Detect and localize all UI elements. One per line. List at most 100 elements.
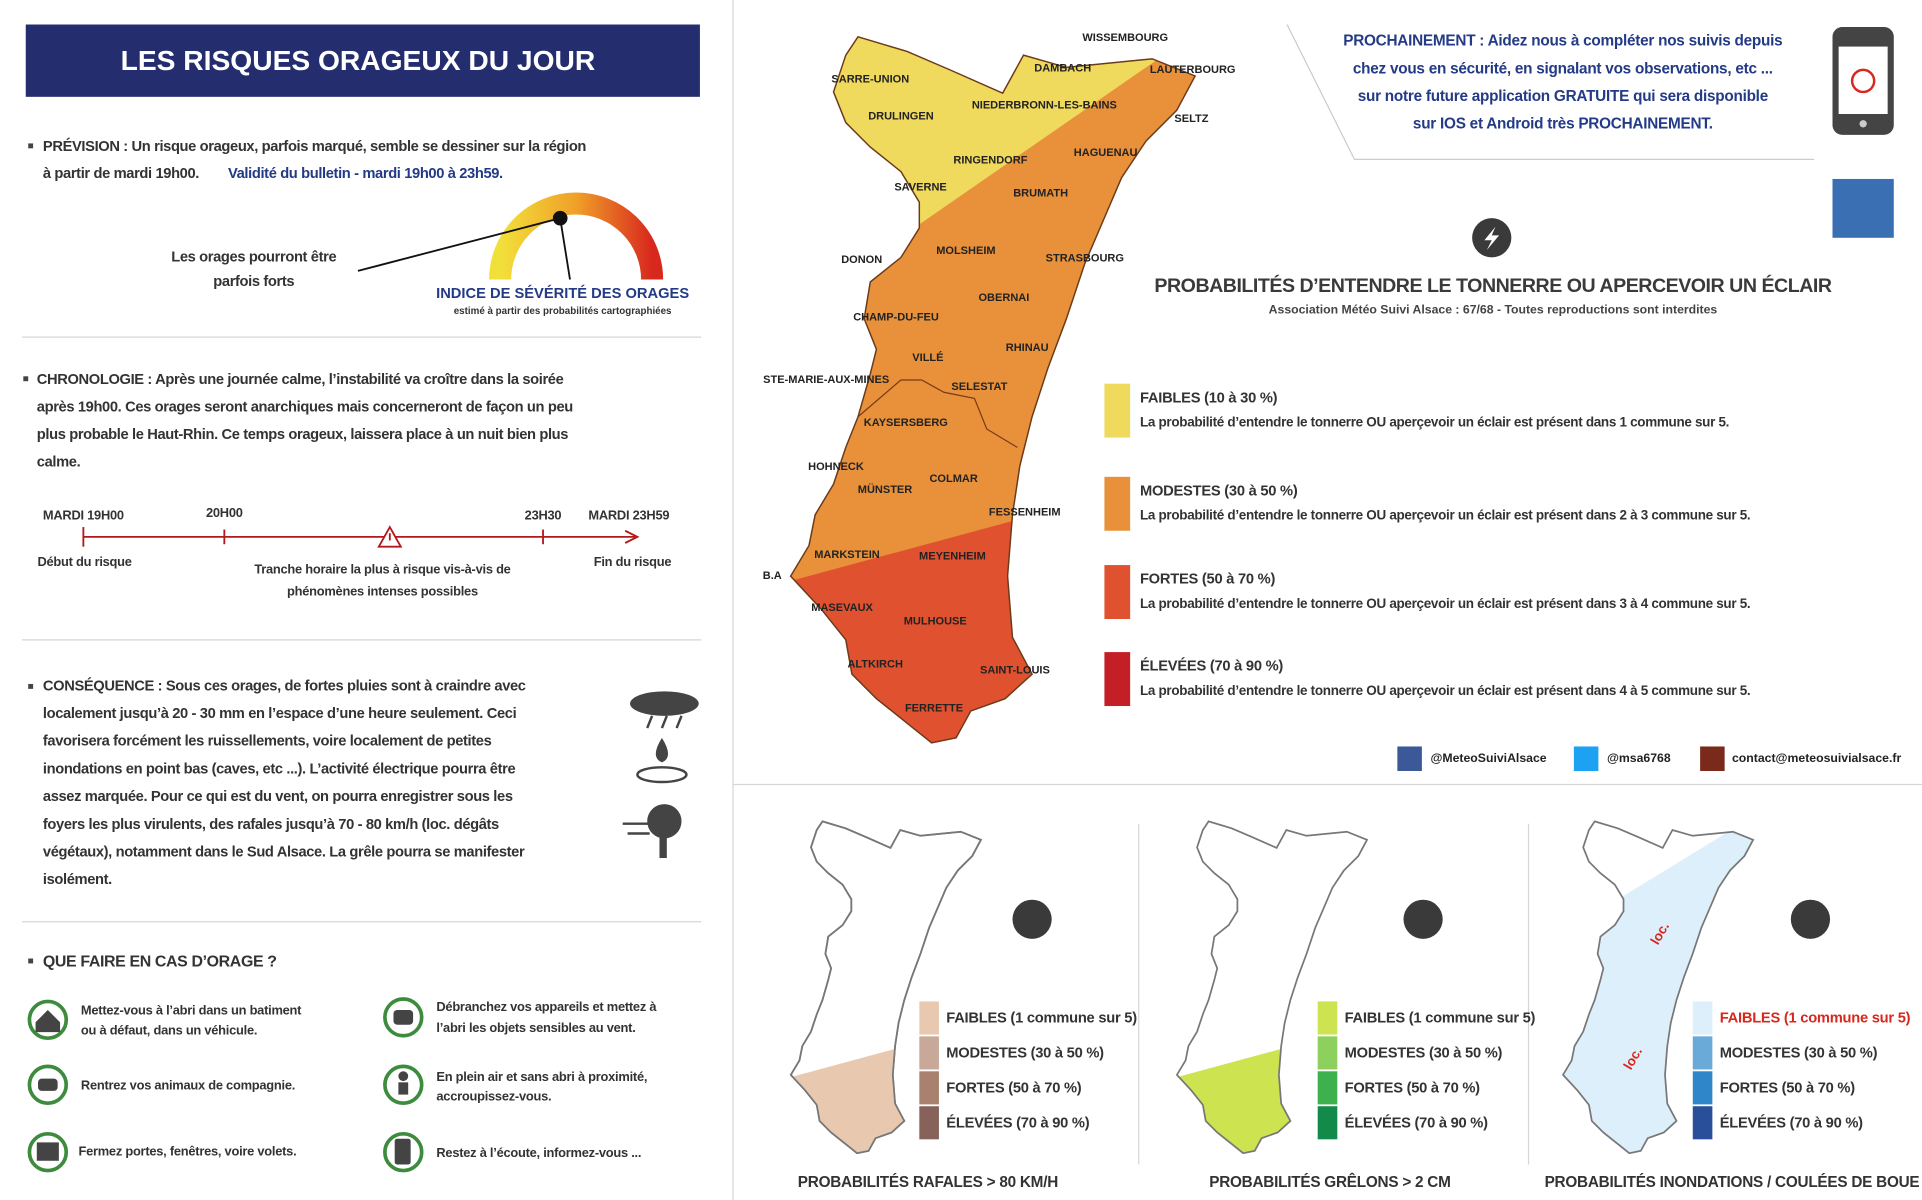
text-line: Fermez portes, fenêtres, voire volets. bbox=[78, 1144, 296, 1159]
text-line: Mettez-vous à l’abri dans un batiment bbox=[81, 1003, 302, 1018]
decoration bbox=[655, 737, 669, 763]
label: MULHOUSE bbox=[904, 615, 967, 627]
decoration bbox=[1700, 746, 1725, 771]
social-handle: contact@meteosuivialsace.fr bbox=[1732, 751, 1901, 765]
legend-label: MODESTES (30 à 50 %) bbox=[1345, 1045, 1503, 1061]
social: @MeteoSuiviAlsace @msa6768 contact@meteo… bbox=[1397, 746, 1901, 771]
advice: En plein air et sans abri à proximité, ac… bbox=[436, 1069, 647, 1104]
decoration bbox=[38, 1078, 58, 1091]
timeline-label: MARDI 23H59 bbox=[588, 507, 669, 522]
legend-label: FORTES (50 à 70 %) bbox=[1140, 572, 1276, 588]
legend-label: MODESTES (30 à 50 %) bbox=[946, 1045, 1104, 1061]
legend-swatch bbox=[1104, 565, 1131, 619]
decoration bbox=[357, 217, 561, 272]
legend-label: FAIBLES (1 commune sur 5) bbox=[946, 1010, 1137, 1026]
label: KAYSERSBERG bbox=[864, 417, 948, 429]
label: DONON bbox=[841, 254, 882, 266]
label: B.A bbox=[763, 570, 782, 582]
text-line: localement jusqu’à 20 - 30 mm en l’espac… bbox=[43, 706, 517, 722]
phone-icon bbox=[1832, 26, 1894, 135]
label: NIEDERBRONN-LES-BAINS bbox=[972, 99, 1117, 111]
text-line: Débranchez vos appareils et mettez à bbox=[436, 999, 657, 1014]
decoration bbox=[552, 210, 568, 226]
social-handle: @msa6768 bbox=[1607, 751, 1671, 765]
text-line: plus probable le Haut-Rhin. Ce temps ora… bbox=[37, 427, 568, 443]
text-line: sur notre future application GRATUITE qu… bbox=[1358, 88, 1768, 105]
text-line: Restez à l’écoute, informez-vous ... bbox=[436, 1145, 641, 1160]
decoration bbox=[559, 218, 571, 280]
decoration bbox=[921, 379, 1018, 448]
text-line: l’abri les objets sensibles au vent. bbox=[436, 1020, 635, 1035]
legend-description: La probabilité d’entendre le tonnerre OU… bbox=[1140, 596, 1750, 611]
decoration bbox=[636, 766, 688, 784]
timeline-label: 20H00 bbox=[206, 505, 243, 520]
label: WISSEMBOURG bbox=[1082, 32, 1168, 44]
advice: Restez à l’écoute, informez-vous ... bbox=[436, 1145, 641, 1160]
what-to-do-title: QUE FAIRE EN CAS D’ORAGE ? bbox=[43, 953, 277, 970]
label: FESSENHEIM bbox=[989, 506, 1061, 518]
decoration bbox=[646, 715, 683, 729]
announcement: PROCHAINEMENT : Aidez nous à compléter n… bbox=[1343, 33, 1782, 133]
label: VILLÉ bbox=[912, 351, 943, 364]
decoration bbox=[1838, 46, 1888, 114]
label: RINGENDORF bbox=[953, 154, 1027, 166]
what-to-do-glyphs bbox=[35, 1010, 414, 1165]
decoration bbox=[28, 958, 34, 964]
label: HAGUENAU bbox=[1074, 147, 1138, 159]
decoration bbox=[28, 143, 34, 149]
text-line: ou à défaut, dans un véhicule. bbox=[81, 1022, 257, 1037]
text-line: parfois forts bbox=[213, 274, 294, 290]
label: OBERNAI bbox=[979, 292, 1030, 304]
text-line: CHRONOLOGIE : Après une journée calme, l… bbox=[37, 372, 564, 388]
decoration bbox=[1859, 120, 1867, 128]
legend-label: FAIBLES (10 à 30 %) bbox=[1140, 390, 1278, 406]
label: MASEVAUX bbox=[811, 602, 873, 614]
timeline-label: MARDI 19H00 bbox=[43, 507, 124, 522]
legend-swatch bbox=[1317, 1036, 1338, 1070]
legend-swatch bbox=[1692, 1036, 1713, 1070]
prevision: PRÉVISION : Un risque orageux, parfois m… bbox=[43, 138, 587, 182]
text-line: Tranche horaire la plus à risque vis-à-v… bbox=[254, 561, 510, 576]
legend-label: FAIBLES (1 commune sur 5) bbox=[1345, 1010, 1536, 1026]
label: SARRE-UNION bbox=[831, 74, 909, 86]
text-line: PRÉVISION : Un risque orageux, parfois m… bbox=[43, 138, 587, 155]
text-line: En plein air et sans abri à proximité, bbox=[436, 1069, 647, 1084]
legend-label: ÉLEVÉES (70 à 90 %) bbox=[946, 1114, 1089, 1131]
label: MARKSTEIN bbox=[814, 549, 880, 561]
legend-swatch bbox=[919, 1106, 939, 1140]
separators bbox=[22, 0, 1922, 1200]
validity: Validité du bulletin - mardi 19h00 à 23h… bbox=[228, 166, 503, 182]
text-line: Rentrez vos animaux de compagnie. bbox=[81, 1077, 295, 1092]
label: HOHNECK bbox=[808, 461, 864, 473]
label: CHAMP-DU-FEU bbox=[853, 311, 939, 323]
gauge-sublabel: estimé à partir des probabilités cartogr… bbox=[454, 306, 672, 317]
timeline-note: Début du risque bbox=[37, 554, 131, 569]
text-line: foyers les plus virulents, des rafales j… bbox=[43, 817, 499, 833]
timeline-note: Fin du risque bbox=[594, 554, 672, 569]
legend-swatch bbox=[1317, 1106, 1338, 1140]
legend-label: FAIBLES (1 commune sur 5) bbox=[1720, 1010, 1911, 1026]
legend-swatch bbox=[1317, 1071, 1338, 1105]
decoration bbox=[35, 1010, 61, 1033]
gauge-caption: Les orages pourront être parfois forts bbox=[171, 249, 337, 290]
text-line: CONSÉQUENCE : Sous ces orages, de fortes… bbox=[43, 677, 526, 694]
label: SELTZ bbox=[1174, 113, 1208, 125]
label: STRASBOURG bbox=[1046, 253, 1124, 265]
map-legend: FAIBLES (10 à 30 %) La probabilité d’ente… bbox=[1104, 383, 1751, 707]
decoration bbox=[398, 1071, 409, 1082]
map-title: PROBABILITÉS D’ENTENDRE LE TONNERRE OU A… bbox=[1154, 274, 1831, 297]
decoration bbox=[489, 192, 664, 280]
social-handle: @MeteoSuiviAlsace bbox=[1430, 751, 1546, 765]
decoration bbox=[647, 804, 682, 839]
text-line: Les orages pourront être bbox=[171, 249, 336, 265]
decoration bbox=[27, 1064, 69, 1106]
text-line: phénomènes intenses possibles bbox=[287, 583, 478, 598]
label: BRUMATH bbox=[1013, 188, 1068, 200]
advice: Rentrez vos animaux de compagnie. bbox=[81, 1077, 295, 1092]
decoration bbox=[624, 529, 640, 544]
decoration bbox=[398, 1082, 409, 1095]
legend-swatch bbox=[919, 1001, 939, 1035]
text-line: après 19h00. Ces orages seront anarchiqu… bbox=[37, 399, 573, 415]
